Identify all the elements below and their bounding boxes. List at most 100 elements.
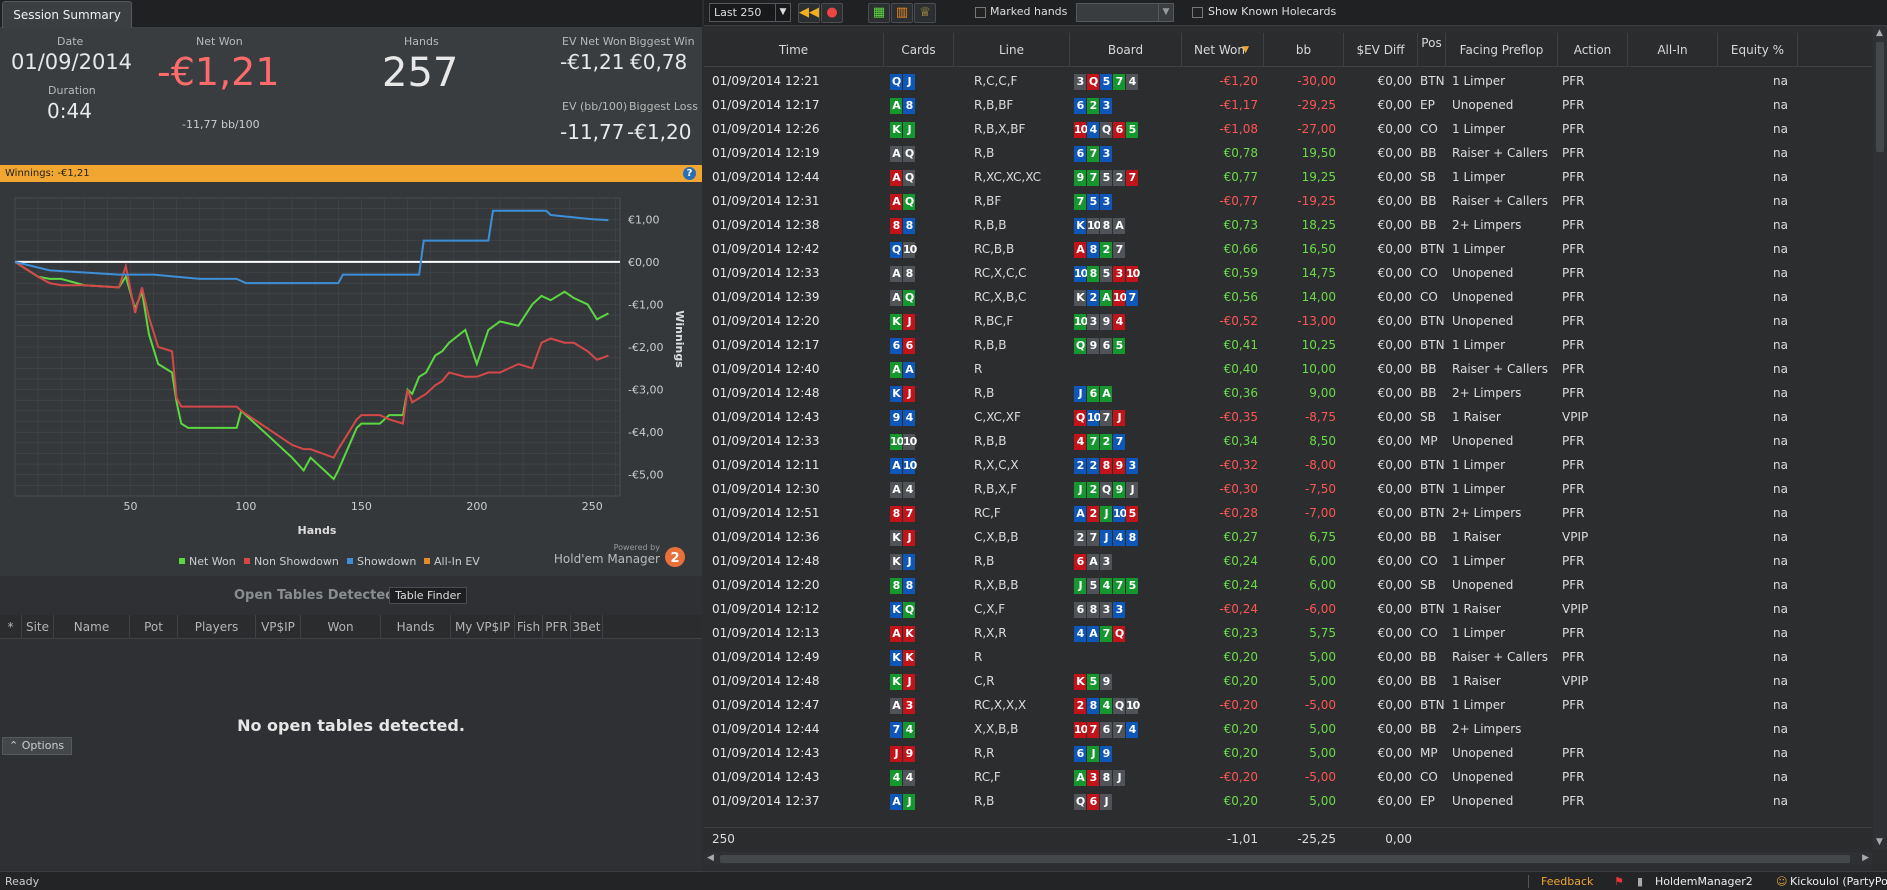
col-bb[interactable]: bb: [1264, 33, 1344, 67]
playing-card: 8: [903, 217, 915, 234]
legend-allinev[interactable]: All-In EV: [434, 555, 480, 568]
table-row[interactable]: 01/09/2014 12:48 K J R,B 6 A 3 €0,24 6,00 €0,00 CO…: [704, 549, 1872, 573]
ot-col-players[interactable]: Players: [178, 615, 256, 639]
table-row[interactable]: 01/09/2014 12:47 A 3 RC,X,X,X 2 8 4 Q 10 -€0,20 -5…: [704, 693, 1872, 717]
help-icon[interactable]: ?: [683, 167, 696, 180]
playing-card: 7: [903, 505, 915, 522]
table-row[interactable]: 01/09/2014 12:19 A Q R,B 6 7 3 €0,78 19,50 €0,00 B…: [704, 141, 1872, 165]
rewind-icon[interactable]: ◀◀: [798, 3, 820, 23]
playing-card: 3: [1087, 313, 1099, 330]
table-row[interactable]: 01/09/2014 12:43 9 4 C,XC,XF Q 10 7 J -€0,35 -8,7…: [704, 405, 1872, 429]
col-board[interactable]: Board: [1070, 33, 1182, 67]
table-row[interactable]: 01/09/2014 12:12 K Q C,X,F 6 8 3 3 -€0,24 -6,00 €0…: [704, 597, 1872, 621]
table-row[interactable]: 01/09/2014 12:43 4 4 RC,F A 3 8 J -€0,20 -5,00 €0,…: [704, 765, 1872, 789]
scroll-right-icon[interactable]: ▶: [1862, 853, 1869, 863]
table-row[interactable]: 01/09/2014 12:21 Q J R,C,C,F 3 Q 5 7 4 -€1,20 -30,…: [704, 69, 1872, 93]
legend-showdown[interactable]: Showdown: [357, 555, 416, 568]
table-row[interactable]: 01/09/2014 12:44 A Q R,XC,XC,XC 9 7 5 2 7 €0,77 19…: [704, 165, 1872, 189]
table-row[interactable]: 01/09/2014 12:40 A A R €0,40 10,00 €0,00 BB Rais…: [704, 357, 1872, 381]
table-row[interactable]: 01/09/2014 12:51 8 7 RC,F A 2 J 10 5 -€0,28 -7,00 €…: [704, 501, 1872, 525]
table-row[interactable]: 01/09/2014 12:36 K J C,X,B,B 2 7 J 4 8 €0,27 6,75 €…: [704, 525, 1872, 549]
cell-line: RC,F: [974, 506, 1001, 520]
legend-netwon[interactable]: Net Won: [189, 555, 236, 568]
series-line-non-showdown: [14, 261, 609, 459]
table-row[interactable]: 01/09/2014 12:20 8 8 R,X,B,B J 5 4 7 5 €0,24 6,00 €…: [704, 573, 1872, 597]
col-pos[interactable]: Pos: [1418, 33, 1446, 67]
scroll-left-icon[interactable]: ◀: [707, 853, 714, 863]
ot-col-myvpip[interactable]: My VP$IP: [451, 615, 515, 639]
col-cards[interactable]: Cards: [884, 33, 954, 67]
ot-col-3bet[interactable]: 3Bet: [571, 615, 603, 639]
cell-action: PFR: [1562, 218, 1585, 232]
vertical-scroll-thumb[interactable]: [1876, 42, 1884, 152]
user-label[interactable]: Kickoulol (PartyPo: [1790, 875, 1887, 888]
flag-icon[interactable]: ⚑: [1614, 875, 1624, 888]
table-row[interactable]: 01/09/2014 12:20 K J R,BC,F 10 3 9 4 -€0,52 -13,0…: [704, 309, 1872, 333]
grid-view-icon[interactable]: ▦: [868, 3, 890, 23]
ot-col-won[interactable]: Won: [301, 615, 381, 639]
scroll-up-icon[interactable]: ▲: [1876, 28, 1883, 38]
table-row[interactable]: 01/09/2014 12:37 A J R,B Q 6 J €0,20 5,00 €0,00 EP…: [704, 789, 1872, 813]
table-row[interactable]: 01/09/2014 12:48 K J C,R K 5 9 €0,20 5,00 €0,00 BB…: [704, 669, 1872, 693]
scroll-down-icon[interactable]: ▼: [1876, 837, 1883, 847]
table-row[interactable]: 01/09/2014 12:31 A Q R,BF 7 5 3 -€0,77 -19,25 €0,…: [704, 189, 1872, 213]
ot-col-pot[interactable]: Pot: [130, 615, 178, 639]
product-label[interactable]: HoldemManager2: [1655, 875, 1753, 888]
table-finder-button[interactable]: Table Finder: [389, 587, 467, 604]
cell-bb: -5,00: [1304, 770, 1336, 784]
cell-bb: -8,00: [1304, 458, 1336, 472]
col-action[interactable]: Action: [1558, 33, 1628, 67]
ot-col-vpip[interactable]: VP$IP: [256, 615, 301, 639]
table-row[interactable]: 01/09/2014 12:38 8 8 R,B,B K 10 8 A €0,73 18,25 €0…: [704, 213, 1872, 237]
filter-dropdown[interactable]: Last 250 ▼: [709, 3, 791, 22]
tab-session-summary[interactable]: Session Summary: [2, 1, 132, 28]
table-row[interactable]: 01/09/2014 12:39 A Q RC,X,B,C K 2 A 10 7 €0,56 14,…: [704, 285, 1872, 309]
options-button[interactable]: ⌃ Options: [2, 737, 72, 755]
playing-card: Q: [903, 169, 915, 186]
table-row[interactable]: 01/09/2014 12:17 6 6 R,B,B Q 9 6 5 €0,41 10,25 €0,…: [704, 333, 1872, 357]
col-netwon[interactable]: Net Won ▼: [1182, 33, 1264, 67]
table-row[interactable]: 01/09/2014 12:30 A 4 R,B,X,F J 2 Q 9 J -€0,30 -7,5…: [704, 477, 1872, 501]
trophy-icon[interactable]: ♕: [914, 3, 936, 23]
ot-col-star[interactable]: *: [0, 615, 22, 639]
playing-card: 3: [903, 697, 915, 714]
table-row[interactable]: 01/09/2014 12:17 A 8 R,B,BF 6 2 3 -€1,17 -29,25 €…: [704, 93, 1872, 117]
table-row[interactable]: 01/09/2014 12:11 A 10 R,X,C,X 2 2 8 9 3 -€0,32 -8,…: [704, 453, 1872, 477]
table-row[interactable]: 01/09/2014 12:43 J 9 R,R 6 J 9 €0,20 5,00 €0,00 MP…: [704, 741, 1872, 765]
playing-card: 2: [1074, 529, 1086, 546]
table-row[interactable]: 01/09/2014 12:33 A 8 RC,X,C,C 10 8 5 3 10 €0,59 14…: [704, 261, 1872, 285]
horizontal-scrollbar[interactable]: ◀ ▶: [704, 852, 1872, 866]
ot-col-name[interactable]: Name: [54, 615, 130, 639]
col-evdiff[interactable]: $EV Diff: [1344, 33, 1418, 67]
col-allin[interactable]: All-In: [1628, 33, 1718, 67]
col-line[interactable]: Line: [954, 33, 1070, 67]
table-row[interactable]: 01/09/2014 12:48 K J R,B J 6 A €0,36 9,00 €0,00 BB…: [704, 381, 1872, 405]
playing-card: 3: [1087, 769, 1099, 786]
ot-col-site[interactable]: Site: [22, 615, 54, 639]
table-row[interactable]: 01/09/2014 12:44 7 4 X,X,B,B 10 7 6 7 4 €0,20 5,00…: [704, 717, 1872, 741]
ot-col-pfr[interactable]: PFR: [543, 615, 571, 639]
marked-hands-checkbox[interactable]: [975, 7, 986, 18]
col-equity[interactable]: Equity %: [1718, 33, 1798, 67]
marked-hands-dropdown[interactable]: ▼: [1076, 3, 1174, 22]
bar-chart-icon[interactable]: ▥: [891, 3, 913, 23]
table-row[interactable]: 01/09/2014 12:33 1010 R,B,B 4 7 2 7 €0,34 8,50 €0…: [704, 429, 1872, 453]
table-row[interactable]: 01/09/2014 12:13 A K R,X,R 4 A 7 Q €0,23 5,75 €0,0…: [704, 621, 1872, 645]
cell-bb: 5,00: [1309, 746, 1336, 760]
table-row[interactable]: 01/09/2014 12:49 K K R €0,20 5,00 €0,00 BB Raise…: [704, 645, 1872, 669]
vertical-scrollbar[interactable]: ▲ ▼: [1873, 26, 1887, 849]
replay-icon[interactable]: ●: [821, 3, 843, 23]
col-time[interactable]: Time: [704, 33, 884, 67]
table-row[interactable]: 01/09/2014 12:42 Q 10 RC,B,B A 8 2 7 €0,66 16,50 €…: [704, 237, 1872, 261]
ot-col-hands[interactable]: Hands: [381, 615, 451, 639]
col-facing[interactable]: Facing Preflop: [1446, 33, 1558, 67]
legend-nonshowdown[interactable]: Non Showdown: [254, 555, 339, 568]
horizontal-scroll-thumb[interactable]: [720, 855, 1850, 863]
playing-card: 6: [1074, 97, 1086, 114]
ot-col-fish[interactable]: Fish: [515, 615, 543, 639]
cell-evdiff: €0,00: [1377, 314, 1412, 328]
feedback-link[interactable]: Feedback: [1541, 875, 1594, 888]
known-holecards-checkbox[interactable]: [1192, 7, 1203, 18]
product-icon: ▮: [1637, 875, 1644, 888]
table-row[interactable]: 01/09/2014 12:26 K J R,B,X,BF 10 4 Q 6 5 -€1,08 -2…: [704, 117, 1872, 141]
